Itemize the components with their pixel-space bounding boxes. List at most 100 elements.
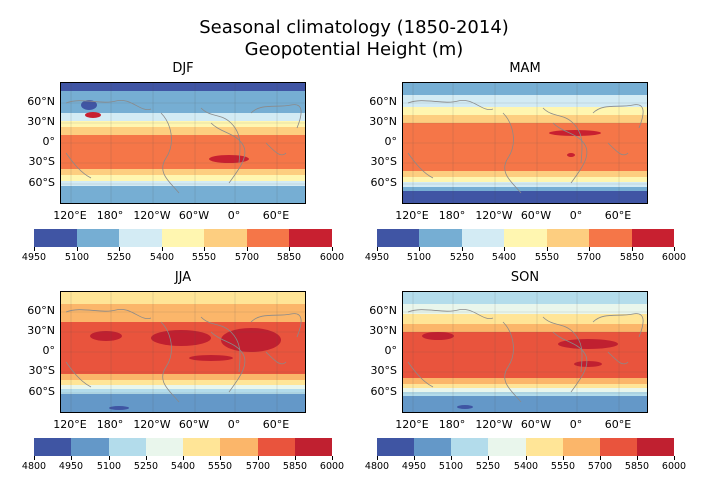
colorbar-tick-label: 5700 — [234, 252, 260, 263]
colorbar-tick-label: 5700 — [245, 461, 271, 472]
colorbar-segment — [76, 229, 120, 247]
contour-band — [61, 186, 305, 203]
lon-tick-label: 60°E — [604, 418, 632, 431]
colorbar-tickmark — [674, 247, 675, 251]
colorbar-tickmark — [183, 456, 184, 460]
colorbar-tick-label: 5550 — [534, 252, 560, 263]
colorbar-son — [377, 438, 674, 456]
colorbar-tick-label: 5100 — [96, 461, 122, 472]
contour-band — [61, 394, 305, 412]
colorbar-segment — [636, 438, 674, 456]
lon-tick-label: 180° — [438, 209, 466, 222]
colorbar-segment — [289, 229, 333, 247]
colorbar-tick-label: 5100 — [64, 252, 90, 263]
colorbar-segment — [257, 438, 295, 456]
contour-cell — [549, 130, 601, 136]
coastline — [407, 99, 644, 194]
colorbar-segment — [419, 229, 462, 247]
colorbar-tick-label: 5850 — [624, 461, 650, 472]
colorbar-tick-label: 6000 — [661, 461, 687, 472]
colorbar-segment — [145, 438, 183, 456]
colorbar-segment — [562, 438, 600, 456]
colorbar-tick-label: 5400 — [491, 252, 517, 263]
contour-band — [61, 181, 305, 187]
colorbar-segment — [34, 229, 77, 247]
contour-cell — [151, 330, 211, 346]
contour-band — [403, 314, 647, 325]
colorbar-segment — [204, 229, 247, 247]
lat-tick-label: 0° — [384, 344, 398, 357]
lon-tick-label: 120°W — [475, 209, 513, 222]
colorbar-segment — [546, 229, 590, 247]
lat-tick-label: 30°S — [28, 364, 55, 377]
lat-tick-label: 60°N — [27, 304, 55, 317]
figure-title: Seasonal climatology (1850-2014) — [199, 17, 509, 38]
colorbar-segment — [294, 438, 332, 456]
colorbar-tick-label: 5400 — [513, 461, 539, 472]
lon-tick-label: 120°W — [133, 209, 171, 222]
colorbar-mam — [377, 229, 674, 247]
colorbar-tickmark — [589, 247, 590, 251]
contour-band — [403, 191, 647, 203]
colorbar-tickmark — [162, 247, 163, 251]
colorbar-tick-label: 4950 — [21, 252, 47, 263]
contour-band — [61, 91, 305, 114]
lon-tick-label: 120°W — [133, 418, 171, 431]
lon-tick-label: 180° — [438, 418, 466, 431]
lat-tick-label: 60°N — [27, 95, 55, 108]
colorbar-tick-label: 4950 — [364, 252, 390, 263]
colorbar-segment — [183, 438, 221, 456]
colorbar-tickmark — [563, 456, 564, 460]
colorbar-tick-label: 5250 — [449, 252, 475, 263]
lon-tick-label: 120°E — [53, 209, 87, 222]
colorbar-jja — [34, 438, 332, 456]
colorbar-tick-label: 4950 — [58, 461, 84, 472]
contour-cell — [422, 332, 454, 340]
colorbar-tick-label: 5850 — [619, 252, 645, 263]
contour-band — [403, 324, 647, 333]
contour-band — [61, 113, 305, 122]
contour-cell — [221, 328, 281, 352]
colorbar-segment — [119, 229, 162, 247]
colorbar-tickmark — [71, 456, 72, 460]
panel-title-mam: MAM — [509, 61, 541, 76]
colorbar-tick-label: 5850 — [276, 252, 302, 263]
colorbar-segment — [377, 229, 420, 247]
contour-band — [403, 378, 647, 385]
lon-tick-label: 120°W — [475, 418, 513, 431]
lat-tick-label: 60°N — [369, 304, 397, 317]
contour-band — [61, 127, 305, 136]
contour-cell — [457, 405, 473, 409]
map-son — [402, 291, 648, 413]
colorbar-tick-label: 4950 — [401, 461, 427, 472]
contour-band — [61, 380, 305, 386]
contour-field — [403, 83, 647, 203]
contour-cell — [85, 112, 101, 118]
contour-cell — [189, 355, 233, 361]
colorbar-tickmark — [488, 456, 489, 460]
colorbar-segment — [461, 229, 505, 247]
contour-cell — [81, 100, 97, 110]
contour-field — [403, 292, 647, 412]
colorbar-tickmark — [289, 247, 290, 251]
colorbar-tick-label: 5400 — [149, 252, 175, 263]
colorbar-tickmark — [109, 456, 110, 460]
colorbar-tickmark — [247, 247, 248, 251]
contour-band — [403, 115, 647, 124]
contour-band — [403, 304, 647, 315]
lon-tick-label: 120°E — [395, 418, 429, 431]
contour-field — [61, 83, 305, 203]
lon-tick-label: 0° — [227, 209, 241, 222]
contour-band — [61, 135, 305, 170]
lon-tick-label: 0° — [227, 418, 241, 431]
contour-band — [403, 396, 647, 412]
contour-cell — [558, 339, 618, 349]
colorbar-segment — [71, 438, 109, 456]
contour-band — [403, 292, 647, 305]
colorbar-tickmark — [77, 247, 78, 251]
contour-band — [403, 187, 647, 192]
colorbar-tickmark — [600, 456, 601, 460]
lon-tick-label: 60°E — [604, 209, 632, 222]
lat-tick-label: 30°N — [27, 324, 55, 337]
colorbar-tickmark — [504, 247, 505, 251]
